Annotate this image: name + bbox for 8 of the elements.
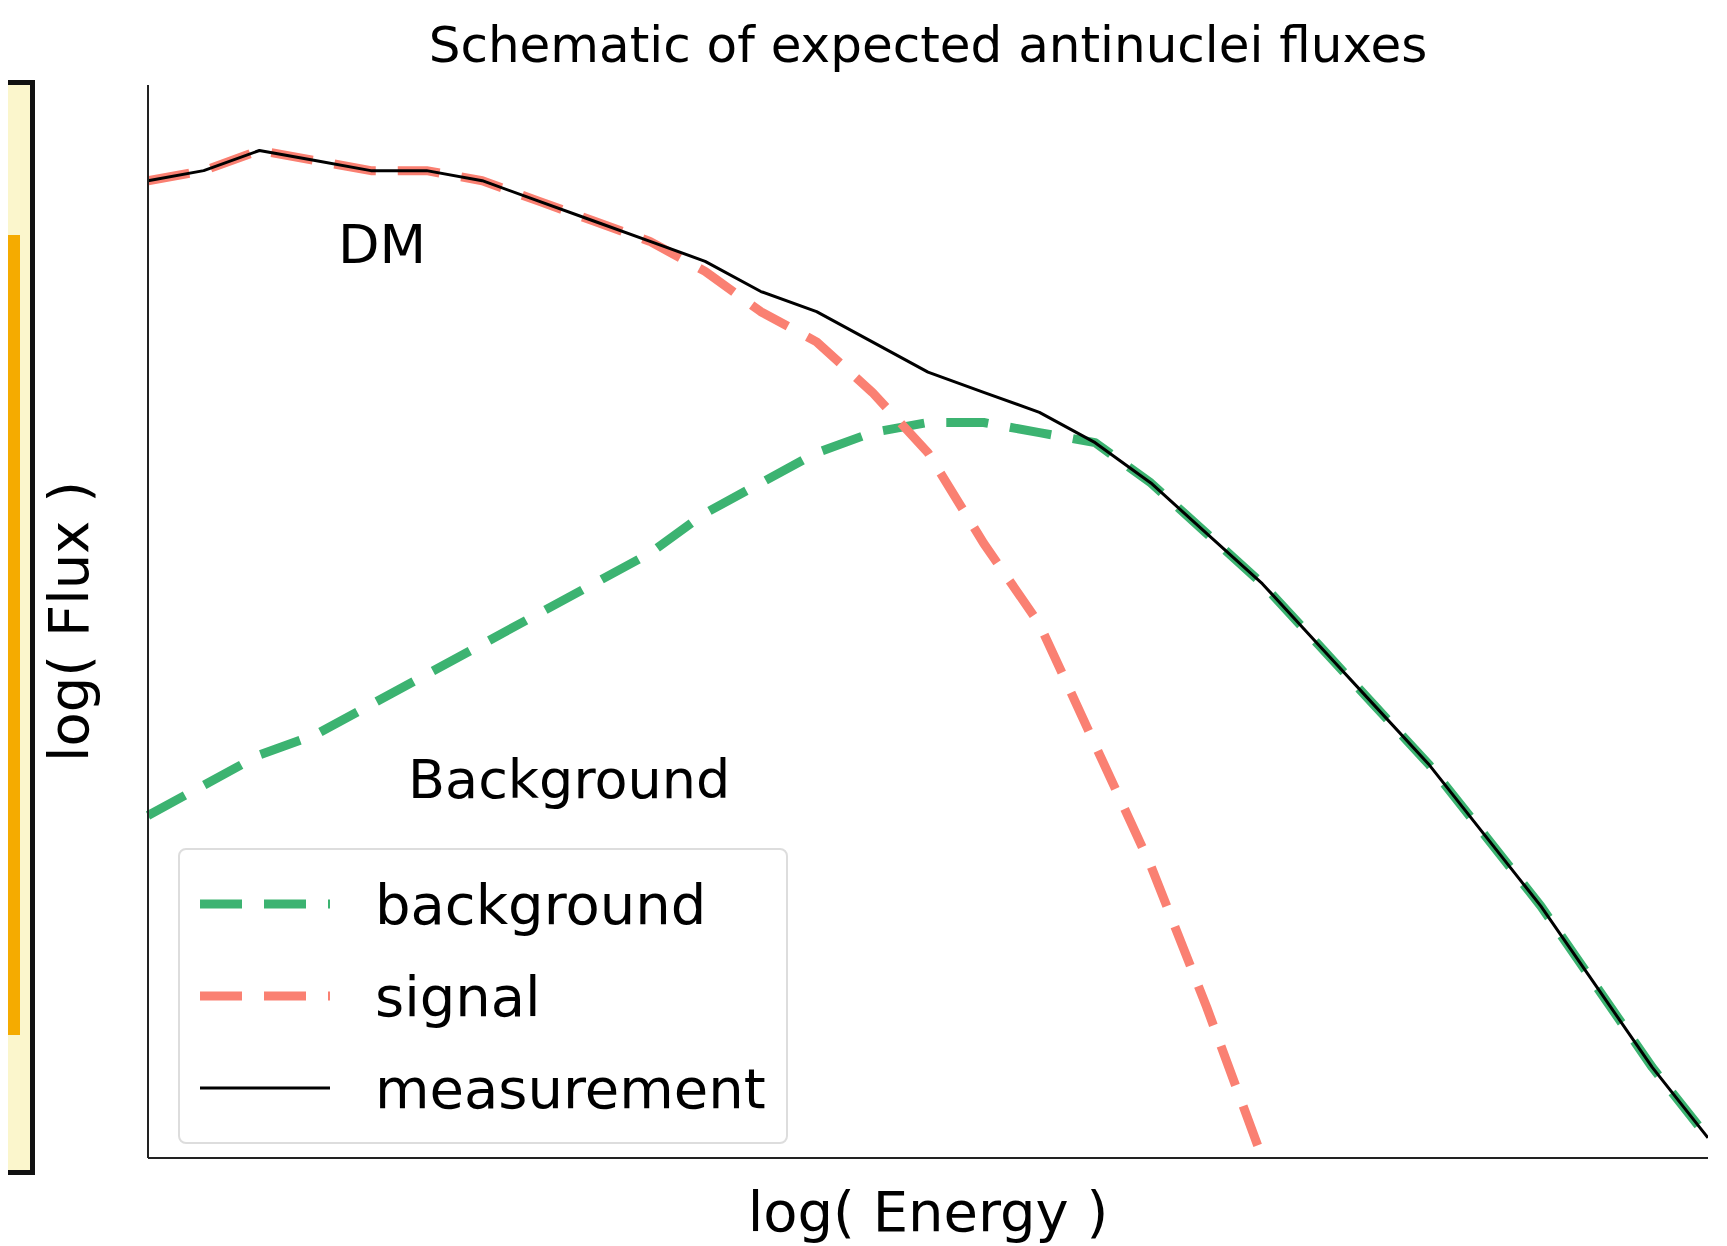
chart-title: Schematic of expected antinuclei fluxes [427, 16, 1429, 74]
y-axis-title: log( Flux ) [35, 480, 101, 763]
legend-label: signal [375, 963, 541, 1029]
annotation: DM [338, 213, 427, 276]
annotation: Background [408, 748, 731, 811]
legend-label: measurement [375, 1055, 766, 1121]
legend-label: background [375, 871, 707, 937]
x-axis-title: log( Energy ) [747, 1179, 1109, 1244]
